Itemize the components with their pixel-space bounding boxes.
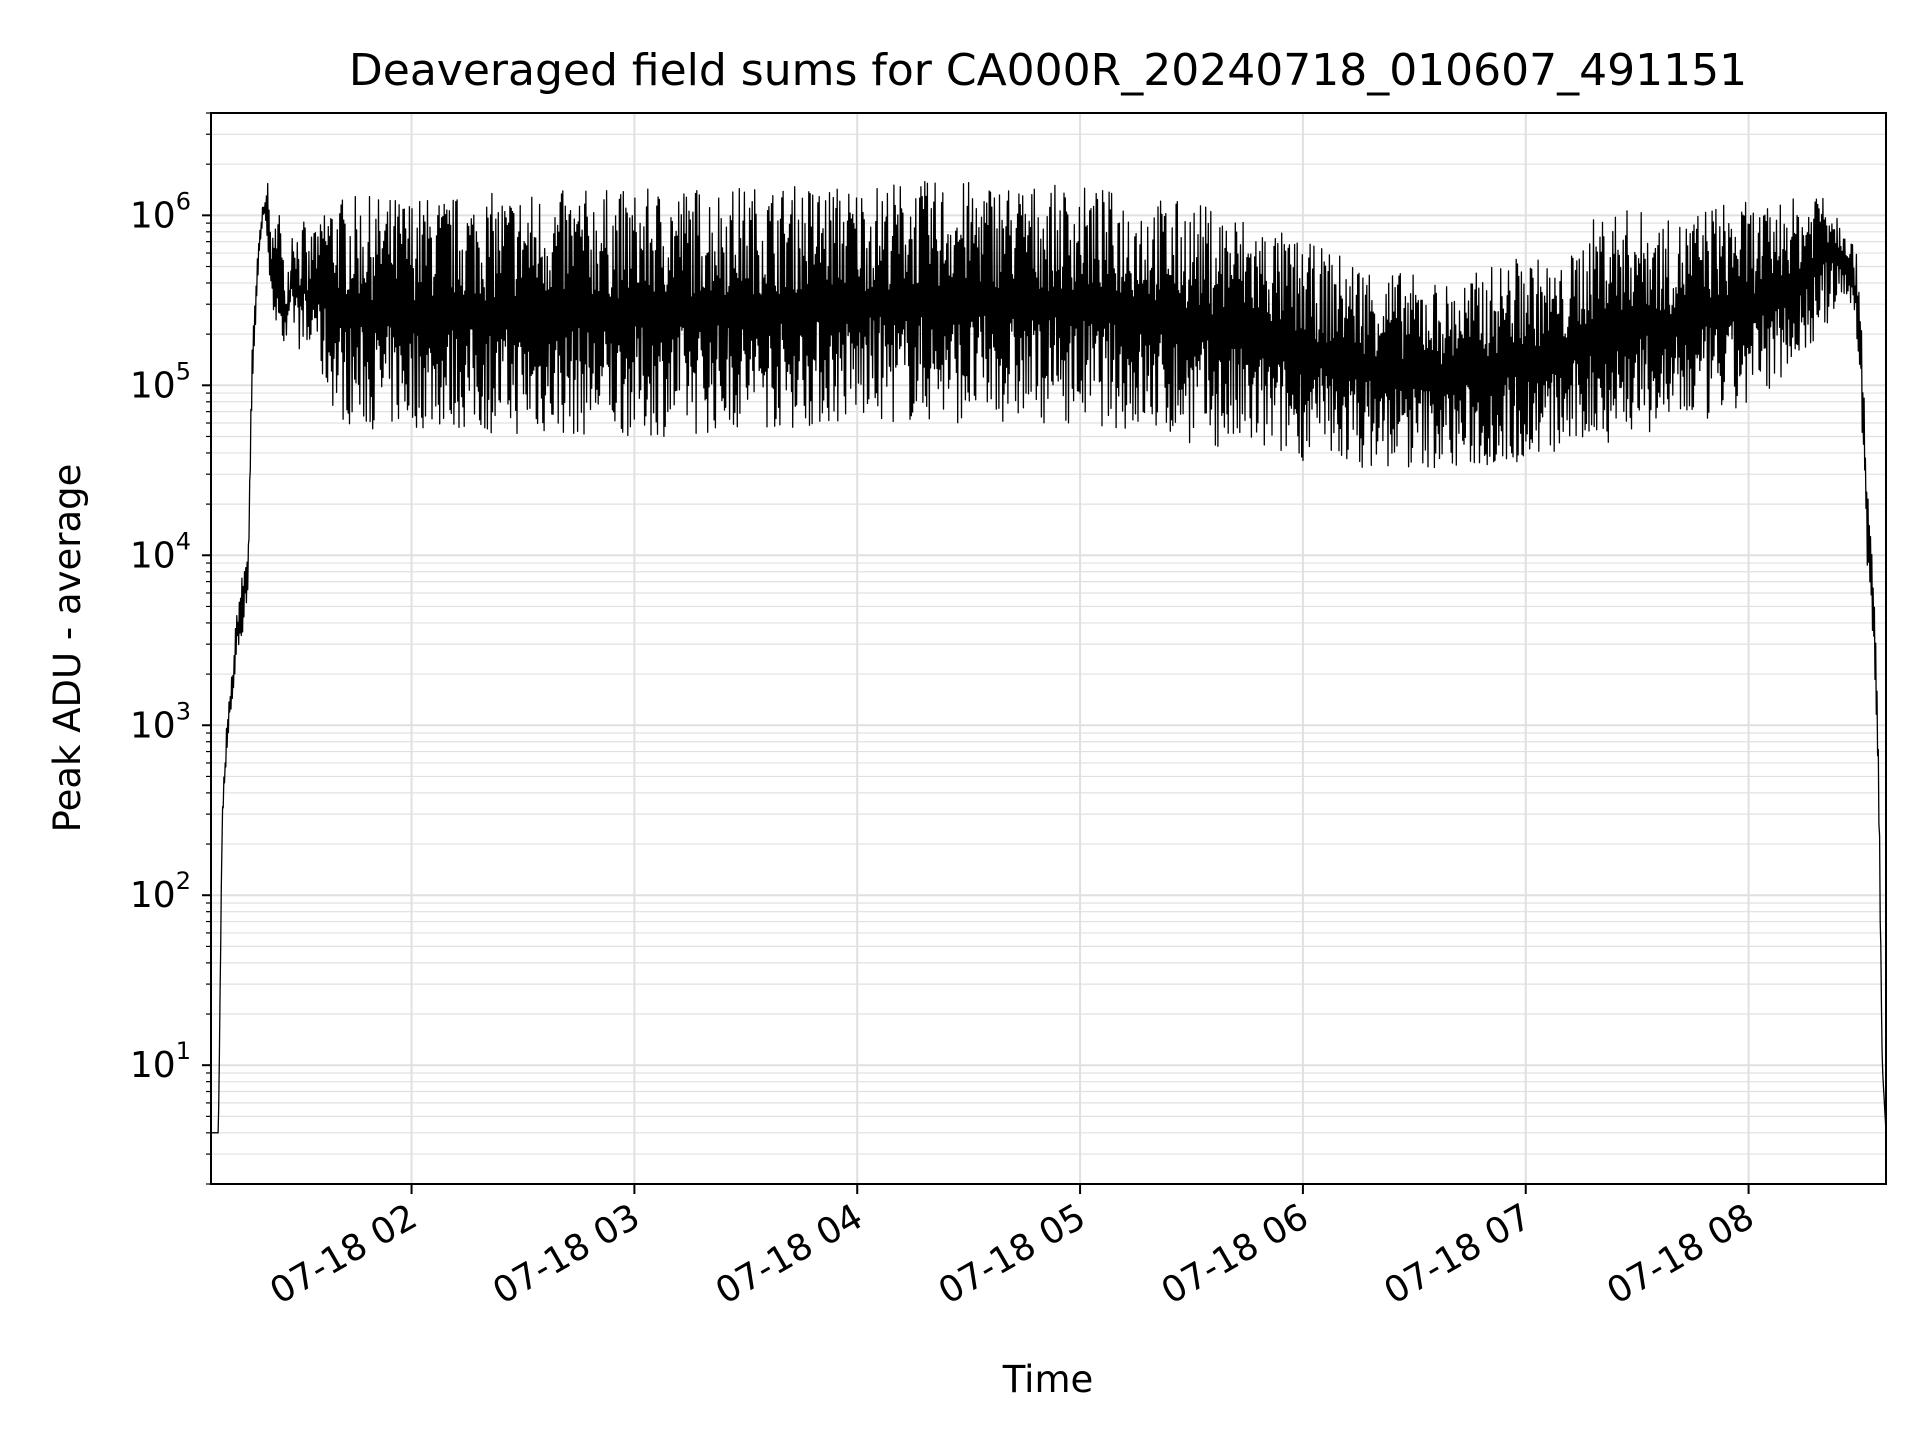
y-tick-exponent: 4: [176, 527, 191, 555]
plot-frame: [210, 112, 1887, 1185]
y-tick-label: 104: [130, 527, 191, 576]
y-tick-label: 101: [130, 1037, 191, 1086]
y-tick-exponent: 1: [176, 1037, 191, 1065]
y-tick-base: 10: [130, 535, 176, 576]
y-tick-label: 103: [130, 697, 191, 746]
y-tick-label: 106: [130, 187, 191, 236]
y-tick-exponent: 3: [176, 697, 191, 725]
y-tick-exponent: 2: [176, 867, 191, 895]
y-tick-base: 10: [130, 875, 176, 916]
y-axis-label: Peak ADU - average: [46, 464, 89, 833]
y-tick-base: 10: [130, 705, 176, 746]
y-tick-exponent: 6: [176, 187, 191, 215]
series-line: [210, 180, 1887, 1134]
y-tick-label: 105: [130, 357, 191, 406]
y-tick-base: 10: [130, 365, 176, 406]
y-tick-exponent: 5: [176, 357, 191, 385]
chart-title: Deaveraged field sums for CA000R_2024071…: [349, 45, 1747, 96]
y-tick-base: 10: [130, 1045, 176, 1086]
y-tick-label: 102: [130, 867, 191, 916]
data-series: [210, 180, 1887, 1134]
y-tick-base: 10: [130, 195, 176, 236]
x-axis-label: Time: [1002, 1358, 1094, 1401]
